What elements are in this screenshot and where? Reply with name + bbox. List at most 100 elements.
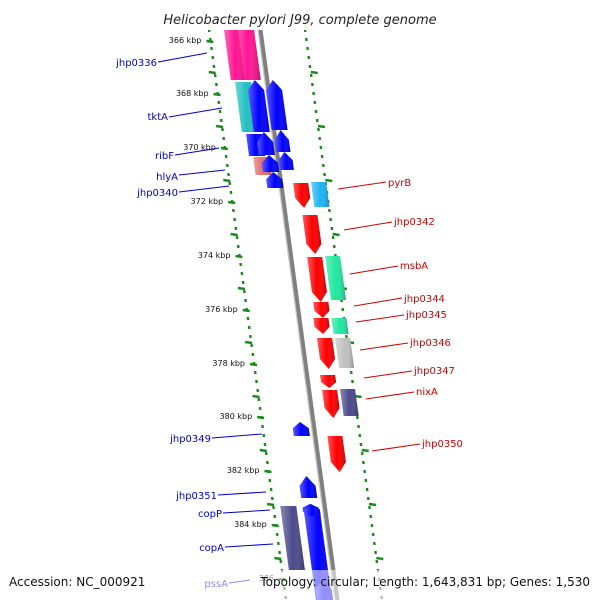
leader-line — [343, 221, 393, 231]
label-leaders — [157, 52, 421, 584]
scale-tick-label: 372 kbp — [191, 197, 224, 206]
scale-tick-mark — [235, 254, 243, 259]
gene-arrow-reverse-shade — [322, 390, 340, 418]
gene-label-forward: tktA — [148, 112, 169, 123]
ring-major-tick — [325, 178, 333, 183]
leader-line — [337, 181, 387, 190]
scale-tick-mark — [206, 39, 214, 44]
scale-tick-label: 370 kbp — [183, 143, 216, 152]
ring-major-tick — [266, 502, 275, 507]
gene-arrow-forward-shade — [299, 476, 318, 498]
cog-box-shade — [340, 389, 359, 416]
scale-tick-mark — [271, 523, 279, 528]
gene-label-forward: jhp0351 — [175, 491, 217, 502]
cog-box-shade — [335, 338, 355, 368]
gene-arrow-forward-shade — [303, 504, 321, 516]
leader-line — [157, 52, 208, 63]
leader-line — [224, 543, 274, 548]
leader-line — [353, 297, 403, 307]
scale-tick-mark — [227, 200, 236, 205]
scale-tick-mark — [220, 146, 229, 151]
scale-tick-label: 368 kbp — [176, 89, 209, 98]
leader-line — [174, 147, 220, 156]
gene-label-reverse: jhp0347 — [413, 366, 455, 377]
footer-fade — [0, 570, 600, 600]
ring-major-tick — [361, 448, 369, 453]
cog-box-shade — [311, 182, 330, 207]
accession-text: Accession: NC_000921 — [9, 575, 145, 589]
leader-line — [359, 342, 409, 351]
scale-tick-label: 374 kbp — [198, 251, 231, 260]
gene-label-reverse: jhp0345 — [405, 310, 447, 321]
leader-line — [355, 314, 405, 323]
scale-tick-label: 378 kbp — [212, 359, 245, 368]
gene-arrow-reverse-shade — [327, 436, 346, 472]
gene-arrow-forward-shade — [278, 152, 294, 170]
gene-arrow-forward-shade — [257, 132, 275, 155]
leader-line — [217, 491, 267, 496]
gene-label-forward: ribF — [155, 151, 174, 162]
scale-tick-label: 380 kbp — [220, 412, 253, 421]
leader-line — [363, 370, 413, 379]
gene-arrow-reverse-shade — [307, 257, 327, 302]
gene-arrow-forward-shade — [248, 80, 270, 132]
ring-major-tick — [376, 556, 384, 561]
leader-line — [222, 509, 271, 514]
cog-box-shade — [331, 318, 349, 334]
ring-major-tick — [252, 394, 260, 399]
scale-tick-label: 376 kbp — [205, 305, 238, 314]
gene-label-reverse: msbA — [400, 261, 428, 272]
gene-arrow-reverse-shade — [313, 318, 330, 334]
leader-line — [178, 169, 226, 176]
ring-major-tick — [215, 124, 224, 129]
scale-tick-mark — [213, 92, 221, 97]
gene-label-reverse: pyrB — [388, 178, 411, 189]
scale-tick-label: 384 kbp — [234, 520, 267, 529]
leader-line — [178, 185, 230, 193]
ring-major-tick — [223, 178, 231, 183]
gene-arrow-reverse-shade — [320, 375, 337, 388]
ring-major-tick — [230, 232, 238, 237]
gene-label-reverse: jhp0350 — [421, 439, 463, 450]
gene-arrow-forward-shade — [266, 80, 288, 130]
gene-arrow-forward-shade — [266, 172, 284, 188]
leader-line — [168, 107, 223, 118]
gene-arrow-reverse-shade — [313, 302, 330, 318]
scale-tick-mark — [249, 362, 258, 367]
ring-major-tick — [332, 232, 340, 237]
map-title: Helicobacter pylori J99, complete genome — [163, 13, 436, 28]
cog-box-shade — [280, 506, 305, 570]
gene-arrow-reverse-shade — [302, 215, 322, 254]
ring-major-tick — [208, 70, 216, 75]
gene-label-forward: jhp0340 — [136, 188, 178, 199]
scale-tick-label: 366 kbp — [169, 36, 202, 45]
gene-label-reverse: jhp0342 — [393, 217, 435, 228]
topology-text: Topology: circular; Length: 1,643,831 bp… — [259, 575, 590, 589]
ring-major-tick — [368, 502, 377, 507]
gene-arrow-forward-shade — [292, 422, 310, 436]
ring-major-tick — [237, 286, 246, 291]
ring-major-tick — [245, 340, 253, 345]
gene-label-forward: copP — [198, 509, 222, 520]
leader-line — [211, 433, 263, 439]
ring-major-tick — [274, 556, 282, 561]
gene-arrow-reverse-shade — [293, 183, 311, 208]
gene-label-reverse: nixA — [416, 387, 438, 398]
scale-tick-mark — [242, 308, 250, 313]
gene-label-forward: copA — [199, 543, 224, 554]
leader-line — [365, 391, 415, 400]
gene-label-forward: jhp0349 — [169, 434, 211, 445]
title-backdrop — [0, 0, 600, 30]
leader-line — [371, 443, 421, 452]
cog-box-shade — [325, 256, 346, 300]
scale-tick-label: 382 kbp — [227, 466, 260, 475]
gene-arrow-forward-shade — [262, 155, 280, 172]
gene-arrow-forward-shade — [274, 130, 291, 152]
ring-major-tick — [259, 448, 267, 453]
gene-labels: jhp0336 tktA ribF hlyA jhp0340 jhp0349 jhp0351… — [0, 58, 600, 600]
gene-label-forward: hlyA — [156, 172, 178, 183]
gene-label-reverse: jhp0346 — [409, 338, 451, 349]
scale-tick-mark — [256, 415, 265, 420]
leader-line — [349, 265, 399, 275]
